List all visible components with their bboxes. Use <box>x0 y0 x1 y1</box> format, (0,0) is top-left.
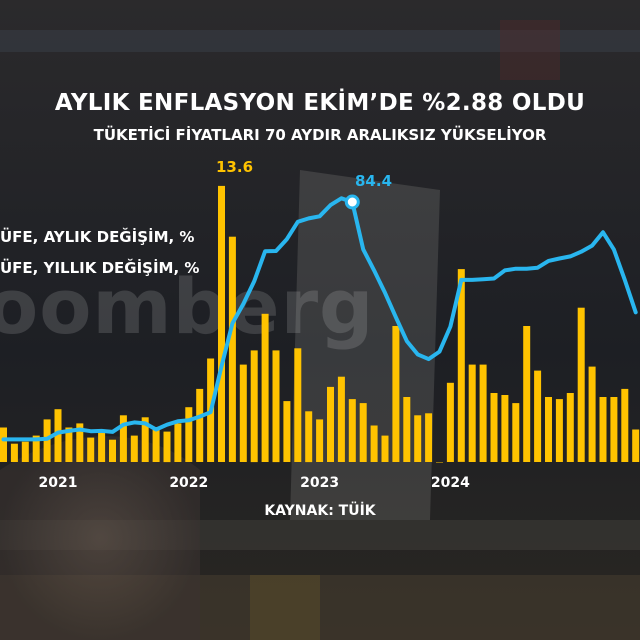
bar-12 <box>130 435 138 462</box>
bar-20 <box>218 185 225 462</box>
bar-58 <box>632 429 640 462</box>
bar-38 <box>414 415 422 462</box>
x-tick-label-2024: 2024 <box>431 475 470 491</box>
legend-entry-yearly: ÜFE, YILLIK DEĞİŞİM, % <box>0 259 200 277</box>
x-tick-label-2023: 2023 <box>300 475 339 491</box>
bar-53 <box>577 307 585 462</box>
bar-43 <box>468 364 476 462</box>
bar-55 <box>599 397 607 462</box>
bar-41 <box>446 382 454 462</box>
bar-34 <box>370 425 378 462</box>
x-tick-label-2022: 2022 <box>169 475 208 491</box>
bar-9 <box>98 429 106 462</box>
bar-8 <box>87 437 95 462</box>
bar-35 <box>381 435 389 462</box>
bar-39 <box>425 413 433 462</box>
bar-10 <box>109 439 116 462</box>
bar-45 <box>490 393 498 462</box>
bar-16 <box>174 423 182 462</box>
bar-33 <box>359 403 367 462</box>
bar-24 <box>261 313 269 462</box>
bar-15 <box>163 431 171 463</box>
bar-peak-label: 13.6 <box>216 158 254 176</box>
bar-23 <box>250 350 258 463</box>
bar-27 <box>294 348 302 462</box>
line-peak-marker <box>344 194 360 210</box>
bar-7 <box>76 423 84 462</box>
x-tick-label-2021: 2021 <box>39 475 78 491</box>
bar-29 <box>316 419 324 462</box>
bar-22 <box>239 364 247 462</box>
bar-1 <box>10 443 18 462</box>
bar-2 <box>21 441 29 462</box>
bar-18 <box>196 388 204 462</box>
bar-54 <box>588 366 596 462</box>
bar-32 <box>348 399 356 462</box>
bar-21 <box>228 236 236 462</box>
bar-52 <box>566 393 574 462</box>
source-note: KAYNAK: TÜİK <box>264 503 376 519</box>
bar-49 <box>534 370 542 462</box>
bar-50 <box>545 397 552 462</box>
bar-28 <box>305 411 313 463</box>
bar-30 <box>327 386 334 462</box>
chart-title: AYLIK ENFLASYON EKİM’DE %2.88 OLDU <box>54 90 586 116</box>
bar-36 <box>392 326 400 462</box>
bar-47 <box>512 403 520 462</box>
bar-57 <box>621 388 629 462</box>
bar-14 <box>152 427 160 462</box>
bar-6 <box>65 427 73 462</box>
bar-13 <box>141 417 149 462</box>
bar-31 <box>337 376 345 462</box>
bar-42 <box>457 269 465 462</box>
bar-11 <box>119 415 127 462</box>
bar-0 <box>0 427 7 462</box>
bar-56 <box>610 397 618 462</box>
chart-subtitle: TÜKETİCİ FİYATLARI 70 AYDIR ARALIKSIZ YÜ… <box>93 126 547 144</box>
bar-51 <box>555 399 563 462</box>
bar-25 <box>272 350 280 463</box>
bar-17 <box>185 407 193 462</box>
bar-26 <box>283 401 291 462</box>
bar-40 <box>436 462 443 463</box>
line-peak-label: 84.4 <box>355 172 393 190</box>
bar-44 <box>479 364 487 462</box>
legend-entry-monthly: ÜFE, AYLIK DEĞİŞİM, % <box>0 228 195 246</box>
bar-3 <box>32 435 40 462</box>
yearly-change-line <box>1 196 638 442</box>
bar-5 <box>54 409 62 462</box>
bar-46 <box>501 395 509 462</box>
bloomberg-watermark: oomberg <box>0 262 375 351</box>
bar-48 <box>523 326 531 462</box>
bar-37 <box>403 397 411 462</box>
